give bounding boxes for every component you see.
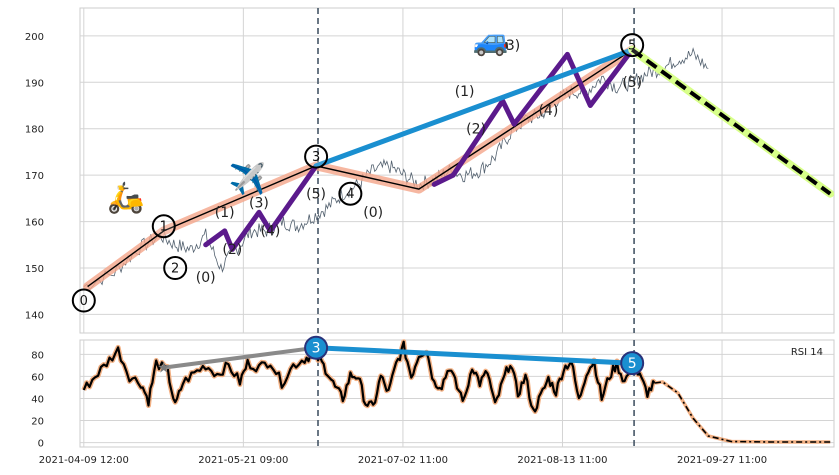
x-tick-label: 2021-08-13 11:00 [517,455,607,466]
subwave-label: (0) [363,205,383,221]
rsi-marker-circle [620,351,645,376]
subwave-label: (1) [215,205,235,221]
subwave-a-line [203,163,319,252]
price-y-tick-label: 140 [25,310,44,321]
trend-line [313,47,635,169]
rsi-line [82,340,656,413]
subwave-label: (4) [260,224,280,240]
rsi-marker-circle [304,335,329,360]
price-y-tick-label: 180 [25,125,44,136]
price-y-tick-label: 160 [25,218,44,229]
subwave-label: (5) [306,186,326,202]
wave-marker-label: 0 [80,294,88,309]
rsi-projection-line [654,381,831,443]
wave-marker-circle [304,144,329,169]
subwave-label: (1) [455,84,475,100]
subwave-b-line [431,47,635,187]
rsi-gray-divergence-line [161,345,319,370]
wave-marker-label: 5 [628,39,636,54]
subwave-label: (0) [196,270,216,286]
car-icon: 🚙 [473,23,510,58]
wave-marker-circle [151,214,176,239]
wave-marker-circle [71,288,96,313]
rsi-y-tick-label: 80 [31,350,44,361]
x-tick-label: 2021-07-02 11:00 [358,455,448,466]
rsi-y-tick-label: 0 [38,439,44,450]
rsi-marker-label: 5 [628,356,637,372]
subwave-label: (5) [622,75,642,91]
price-y-tick-label: 190 [25,78,44,89]
wave-marker-circle [620,33,645,58]
subwave-label: (3) [249,196,269,212]
rsi-panel: 0 20 40 60 80 ★ 3 5 RSI 14 [31,335,835,450]
wave-marker-circle [338,181,363,206]
rsi-y-tick-label: 40 [31,394,44,405]
price-y-tick-label: 150 [25,264,44,275]
scooter-icon: 🛵 [107,181,144,216]
rsi-y-tick-label: 20 [31,417,44,428]
wave-marker-label: 1 [160,220,168,235]
star-icon: ★ [157,359,170,377]
wave-marker-label: 3 [312,150,320,165]
x-tick-label: 2021-09-27 11:00 [677,455,767,466]
projection-line [631,48,832,196]
rsi-legend: RSI 14 [791,347,823,358]
wave-marker-label: 4 [346,187,354,202]
rsi-y-tick-label: 60 [31,372,44,383]
price-y-tick-label: 200 [25,32,44,43]
subwave-label: (2) [466,121,486,137]
airplane-icon: ✈️ [229,160,266,197]
wave-marker-label: 2 [171,262,179,277]
rsi-blue-divergence-line [313,345,635,366]
x-tick-label: 2021-05-21 09:00 [198,455,288,466]
price-panel: 140 150 160 170 180 190 200 0 1 2 3 4 5 (0) (1) (2) (3) (… [25,7,835,334]
wave-marker-circle [163,256,188,280]
x-axis-labels: 2021-04-09 12:00 2021-05-21 09:00 2021-07-… [39,455,767,466]
price-y-tick-label: 170 [25,171,44,182]
subwave-label: (3) [500,38,520,54]
rsi-plot-area [79,339,835,448]
subwave-label: (2) [222,242,242,258]
x-tick-label: 2021-04-09 12:00 [39,455,129,466]
rsi-marker-label: 3 [312,341,321,357]
subwave-label: (4) [538,103,558,119]
